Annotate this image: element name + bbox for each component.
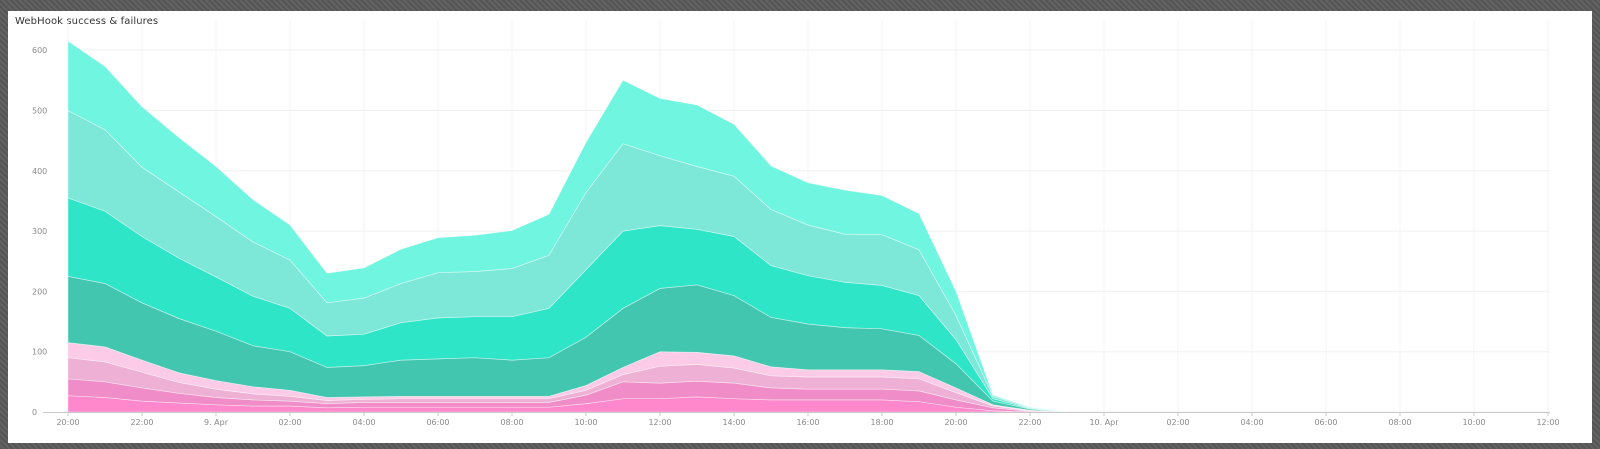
chart-panel: WebHook success & failures 0 100 200 300 400… (8, 11, 1592, 443)
x-tick-label: 08:00 (1388, 418, 1411, 427)
y-tick-label: 300 (32, 227, 47, 236)
x-tick-label: 22:00 (130, 418, 153, 427)
y-tick-label: 500 (32, 106, 47, 115)
x-tick-label: 12:00 (1536, 418, 1559, 427)
x-tick-label: 04:00 (1240, 418, 1263, 427)
y-tick-label: 600 (32, 46, 47, 55)
x-tick-label: 12:00 (648, 418, 671, 427)
x-tick-label: 04:00 (352, 418, 375, 427)
stacked-area-chart: 0 100 200 300 400 500 600 20:00 22:00 9. Apr 02:0… (32, 20, 1560, 427)
x-axis-ticks: 20:00 22:00 9. Apr 02:00 04:00 06:00 08:00 10:0… (56, 418, 1559, 427)
x-tick-label: 22:00 (1018, 418, 1041, 427)
x-tick-label: 16:00 (796, 418, 819, 427)
x-tick-label: 06:00 (426, 418, 449, 427)
x-tick-label: 18:00 (870, 418, 893, 427)
y-tick-label: 200 (32, 287, 47, 296)
x-tick-label: 08:00 (500, 418, 523, 427)
x-tick-label: 20:00 (56, 418, 79, 427)
y-tick-label: 400 (32, 167, 47, 176)
x-tick-label: 10:00 (574, 418, 597, 427)
y-tick-label: 0 (32, 408, 37, 417)
x-tick-label: 02:00 (1166, 418, 1189, 427)
x-tick-label: 10. Apr (1089, 418, 1119, 427)
x-tick-label: 14:00 (722, 418, 745, 427)
series-areas (67, 40, 1068, 413)
y-axis-ticks: 0 100 200 300 400 500 600 (32, 46, 47, 417)
series-area-8 (67, 40, 1068, 413)
axes (43, 412, 1550, 416)
x-tick-label: 20:00 (944, 418, 967, 427)
x-tick-label: 06:00 (1314, 418, 1337, 427)
x-tick-label: 10:00 (1462, 418, 1485, 427)
y-tick-label: 100 (32, 348, 47, 357)
chart-title: WebHook success & failures (15, 16, 159, 27)
x-tick-label: 02:00 (278, 418, 301, 427)
x-tick-label: 9. Apr (204, 418, 229, 427)
